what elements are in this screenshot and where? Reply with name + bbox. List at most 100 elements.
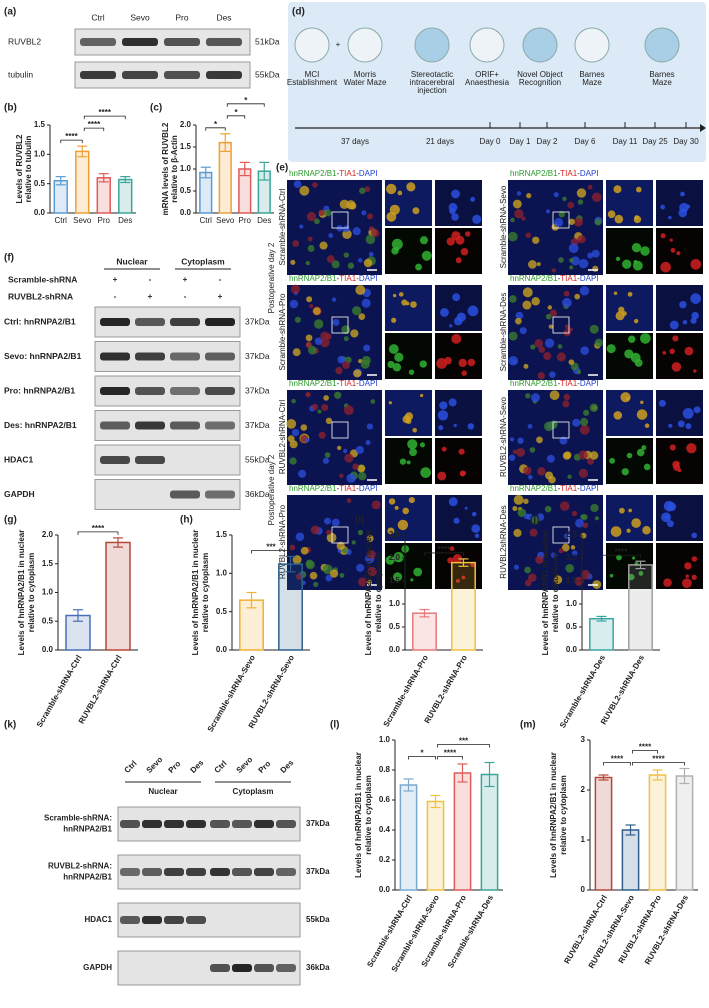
cell xyxy=(331,260,340,269)
band xyxy=(232,964,252,972)
signal xyxy=(467,358,476,367)
cell xyxy=(517,508,527,518)
cell xyxy=(292,240,300,247)
cell xyxy=(525,393,531,399)
stain-part: - xyxy=(577,169,580,178)
cell xyxy=(366,550,376,560)
cell xyxy=(331,518,340,527)
cell xyxy=(343,336,349,342)
cell xyxy=(512,199,522,209)
cell xyxy=(365,440,371,446)
significance-bracket xyxy=(603,762,631,766)
cell xyxy=(359,187,366,194)
stain-title: hnRNAP2/B1-TIA1-DAPI xyxy=(289,379,378,388)
blot-size: 37kDa xyxy=(245,351,270,361)
band xyxy=(142,820,162,828)
signal xyxy=(387,360,395,369)
cell xyxy=(519,327,527,335)
significance-label: **** xyxy=(88,120,101,129)
x-tick-label: RUVBL2-shRNA-Sevo xyxy=(247,653,296,730)
timeline-label: Day 25 xyxy=(642,137,668,146)
signal xyxy=(640,246,650,256)
lane-label: Pro xyxy=(257,759,273,775)
cell xyxy=(312,182,318,188)
step-label: Maze xyxy=(582,78,602,87)
y-tick-label: 0.0 xyxy=(42,645,54,654)
cell xyxy=(508,331,518,341)
stain-part: TIA1 xyxy=(339,379,356,388)
error-bar xyxy=(458,558,469,567)
stain-part: - xyxy=(356,169,359,178)
significance-label: * xyxy=(214,120,218,129)
signal xyxy=(642,526,651,535)
y-tick-label: 0 xyxy=(581,885,586,894)
y-tick-label: 2.0 xyxy=(42,530,54,539)
stain-part: - xyxy=(337,484,340,493)
panel-label: (l) xyxy=(330,720,339,731)
step-label: Water Maze xyxy=(344,78,387,87)
step-label: intracerebral xyxy=(410,78,455,87)
y-tick-label: 1.0 xyxy=(216,568,228,577)
cell xyxy=(292,348,301,357)
cell xyxy=(544,505,552,513)
band xyxy=(120,820,140,828)
lane-label: Sevo xyxy=(145,755,165,775)
significance-label: **** xyxy=(652,755,665,764)
y-tick-label: 2.5 xyxy=(566,530,578,539)
timeline-label: Day 2 xyxy=(537,137,558,146)
cell xyxy=(524,579,532,587)
band xyxy=(120,868,140,876)
signal xyxy=(438,425,444,431)
signal xyxy=(693,369,697,373)
x-tick-label: Pro xyxy=(239,216,252,225)
timeline-label: Day 6 xyxy=(575,137,596,146)
cell xyxy=(325,574,333,582)
signal xyxy=(606,344,616,354)
signal xyxy=(613,291,618,295)
cell xyxy=(522,300,532,310)
significance-label: **** xyxy=(615,547,628,556)
blot-row-label: RUVBL2-shRNA: xyxy=(48,862,112,871)
signal xyxy=(682,319,688,325)
cell xyxy=(361,210,367,216)
lane-label: Des xyxy=(189,758,206,775)
error-bar xyxy=(200,166,211,179)
cell xyxy=(548,475,556,484)
stain-part: DAPI xyxy=(580,274,599,283)
band xyxy=(164,916,184,924)
signal xyxy=(455,257,462,264)
band xyxy=(122,38,158,46)
cell xyxy=(528,260,537,269)
cell xyxy=(530,344,536,350)
signal xyxy=(386,183,397,195)
cell xyxy=(304,437,310,443)
panel-label: (f) xyxy=(4,253,14,264)
signal xyxy=(419,360,427,368)
band xyxy=(80,38,116,46)
cell xyxy=(305,560,315,570)
cell xyxy=(538,346,546,353)
signal xyxy=(449,546,455,551)
cell xyxy=(507,231,518,242)
step-label: MCI xyxy=(305,70,320,79)
cell xyxy=(587,184,593,190)
signal xyxy=(410,578,414,582)
cell xyxy=(370,399,376,404)
cell xyxy=(291,284,301,294)
signal xyxy=(658,399,666,407)
signal xyxy=(386,211,397,222)
cell xyxy=(571,550,578,556)
cell xyxy=(363,258,373,268)
cell xyxy=(570,545,576,550)
y-tick-label: 3 xyxy=(581,735,586,744)
stain-part: - xyxy=(558,484,561,493)
step-label: Anaesthesia xyxy=(465,78,510,87)
signal xyxy=(676,251,681,256)
cell xyxy=(366,423,373,430)
bar xyxy=(53,179,68,214)
stain-part: - xyxy=(558,274,561,283)
cell xyxy=(587,457,595,465)
x-tick-label: RUVBL2-shRNA-Ctrl xyxy=(77,654,124,726)
error-bar xyxy=(73,609,83,622)
signal xyxy=(413,567,423,577)
